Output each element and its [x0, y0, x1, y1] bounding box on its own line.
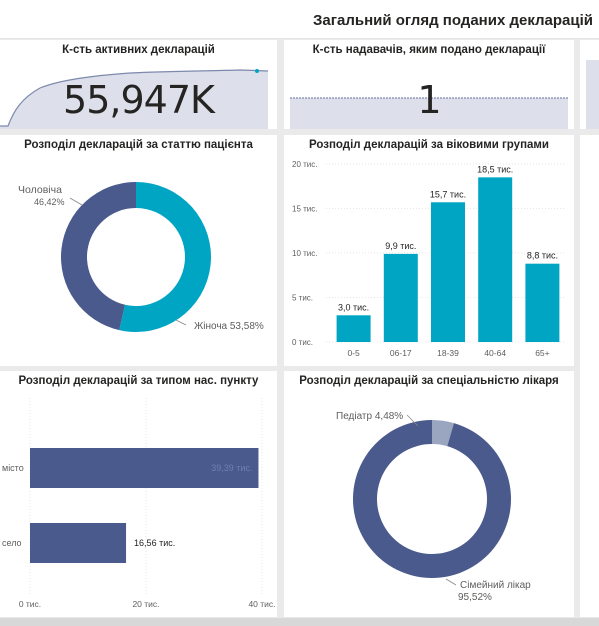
partial-kpi-card[interactable]: [580, 40, 599, 129]
leader-line-family-doctor: [445, 578, 457, 586]
age-bar: [431, 202, 465, 342]
y-category-label: місто: [2, 463, 24, 473]
label-male-name: Чоловіча: [18, 184, 62, 196]
x-tick-label: 06-17: [390, 348, 412, 358]
age-bar-data-label: 15,7 тис.: [430, 189, 466, 199]
page-title: Загальний огляд поданих декларацій: [313, 12, 593, 29]
partial-right-card[interactable]: [580, 135, 599, 617]
label-pediatrician: Педіатр 4,48%: [336, 411, 403, 422]
donut-slice-female: [119, 182, 211, 332]
age-bar-data-label: 3,0 тис.: [338, 302, 369, 312]
kpi-active-sparkline: [0, 69, 269, 129]
y-category-label: село: [2, 538, 22, 548]
specialty-chart-card[interactable]: Розподіл декларацій за спеціальністю лік…: [284, 371, 574, 617]
age-bar-data-label: 18,5 тис.: [477, 164, 513, 174]
leader-line-pediatrician: [406, 414, 419, 427]
x-tick-label: 40 тис.: [248, 599, 275, 609]
sparkline-line: [0, 69, 269, 127]
age-bar: [336, 315, 371, 342]
age-bar: [383, 253, 418, 342]
y-tick-label: 10 тис.: [292, 249, 317, 258]
gender-chart-title: Розподіл декларацій за статтю пацієнта: [24, 139, 253, 151]
specialty-donut-chart: Педіатр 4,48% Сімейний лікар 95,52%: [336, 411, 531, 603]
settlement-bar-chart: 0 тис. 20 тис. 40 тис. місто 39,39 тис. село 1…: [2, 398, 276, 609]
x-tick-label: 18-39: [437, 348, 459, 358]
y-tick-label: 0 тис.: [292, 338, 313, 347]
kpi-providers-card[interactable]: К-сть надавачів, яким подано декларації …: [284, 40, 574, 129]
y-tick-label: 15 тис.: [292, 205, 317, 214]
kpi-active-declarations-card[interactable]: К-сть активних декларацій 55,947K: [0, 40, 277, 129]
settlement-bar: [30, 523, 127, 563]
label-family-doctor-name: Сімейний лікар: [460, 580, 531, 591]
settlement-bar: [30, 448, 259, 488]
leader-line-female: [175, 319, 187, 326]
age-column-chart: 0 тис. 5 тис. 10 тис. 15 тис. 20 тис. 3,0 тис…: [292, 160, 566, 358]
label-female: Жіноча 53,58%: [194, 321, 264, 332]
kpi-providers-sparkline: [290, 97, 568, 129]
age-chart-card[interactable]: Розподіл декларацій за віковими групами …: [284, 135, 574, 366]
donut-slice-male: [60, 182, 136, 331]
bottom-scrollbar[interactable]: [0, 618, 599, 626]
age-bar: [478, 177, 513, 342]
kpi-providers-value: 1: [417, 78, 441, 122]
kpi-active-value: 55,947K: [63, 78, 215, 122]
settlement-chart-title: Розподіл декларацій за типом нас. пункту: [18, 375, 259, 387]
y-tick-label: 20 тис.: [292, 160, 317, 169]
age-bar-data-label: 9,9 тис.: [385, 241, 416, 251]
donut-slice-family-doctor: [353, 420, 512, 578]
sparkline-end-point: [255, 69, 259, 73]
report-header: Загальний огляд поданих декларацій: [0, 0, 599, 39]
donut-slice-pediatrician: [432, 420, 454, 447]
sparkline-area: [0, 70, 268, 129]
x-tick-label: 65+: [535, 348, 549, 358]
x-tick-label: 40-64: [484, 348, 506, 358]
y-tick-label: 5 тис.: [292, 294, 313, 303]
x-tick-label: 0-5: [347, 348, 360, 358]
age-bar: [525, 263, 560, 342]
leader-line-male: [69, 197, 83, 206]
age-bar-data-label: 8,8 тис.: [527, 251, 558, 261]
label-family-doctor-value: 95,52%: [458, 592, 492, 603]
x-tick-label: 20 тис.: [132, 599, 159, 609]
age-chart-title: Розподіл декларацій за віковими групами: [309, 139, 549, 151]
gender-donut-chart: Чоловіча 46,42% Жіноча 53,58%: [18, 182, 264, 332]
kpi-providers-title: К-сть надавачів, яким подано декларації: [312, 44, 546, 56]
specialty-chart-title: Розподіл декларацій за спеціальністю лік…: [299, 375, 559, 387]
gender-chart-card[interactable]: Розподіл декларацій за статтю пацієнта Ч…: [0, 135, 277, 366]
settlement-bar-data-label: 39,39 тис.: [211, 463, 252, 473]
settlement-bar-data-label: 16,56 тис.: [134, 538, 175, 548]
x-tick-label: 0 тис.: [19, 599, 41, 609]
label-male-value: 46,42%: [34, 197, 65, 207]
sparkline-area: [290, 98, 568, 129]
partial-card-area: [586, 60, 599, 129]
kpi-active-title: К-сть активних декларацій: [62, 44, 215, 56]
settlement-chart-card[interactable]: Розподіл декларацій за типом нас. пункту…: [0, 371, 277, 617]
